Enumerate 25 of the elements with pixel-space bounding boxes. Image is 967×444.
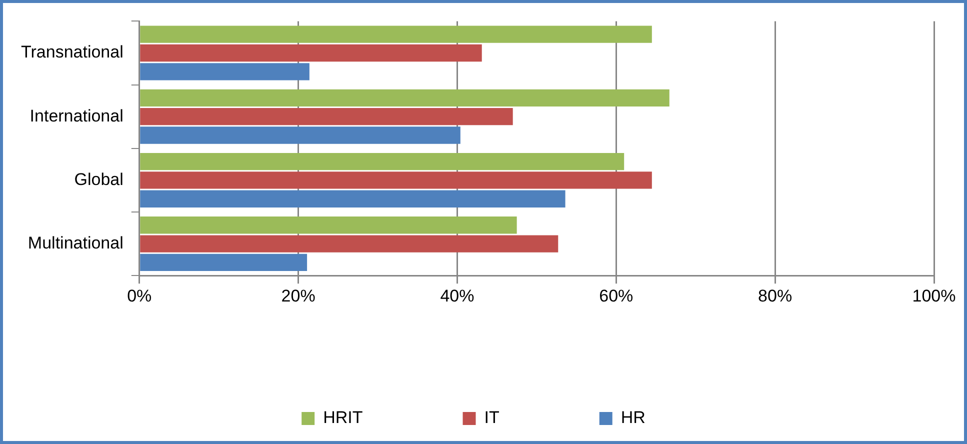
x-tick-label: 80% <box>758 286 792 306</box>
bar <box>140 172 652 189</box>
x-tick-label: 60% <box>599 286 634 306</box>
legend-label: IT <box>484 408 500 428</box>
bar <box>140 190 566 208</box>
bar <box>140 44 482 62</box>
bar <box>140 63 310 80</box>
y-tick-label: Global <box>74 170 124 189</box>
bar <box>140 126 460 144</box>
y-tick-label: International <box>30 106 124 126</box>
x-tick-label: 0% <box>127 286 152 306</box>
bar <box>140 254 308 272</box>
bar <box>140 152 624 170</box>
legend-label: HR <box>620 408 646 428</box>
bar <box>140 216 517 234</box>
bar <box>140 235 558 252</box>
bar <box>140 89 670 107</box>
x-tick-label: 100% <box>912 286 956 306</box>
bar <box>140 108 513 126</box>
y-tick-label: Multinational <box>28 233 124 252</box>
bar <box>140 26 652 43</box>
y-tick-label: Transnational <box>21 42 124 62</box>
legend-label: HRIT <box>323 408 363 428</box>
x-tick-label: 40% <box>440 286 474 306</box>
x-tick-label: 20% <box>281 286 316 306</box>
